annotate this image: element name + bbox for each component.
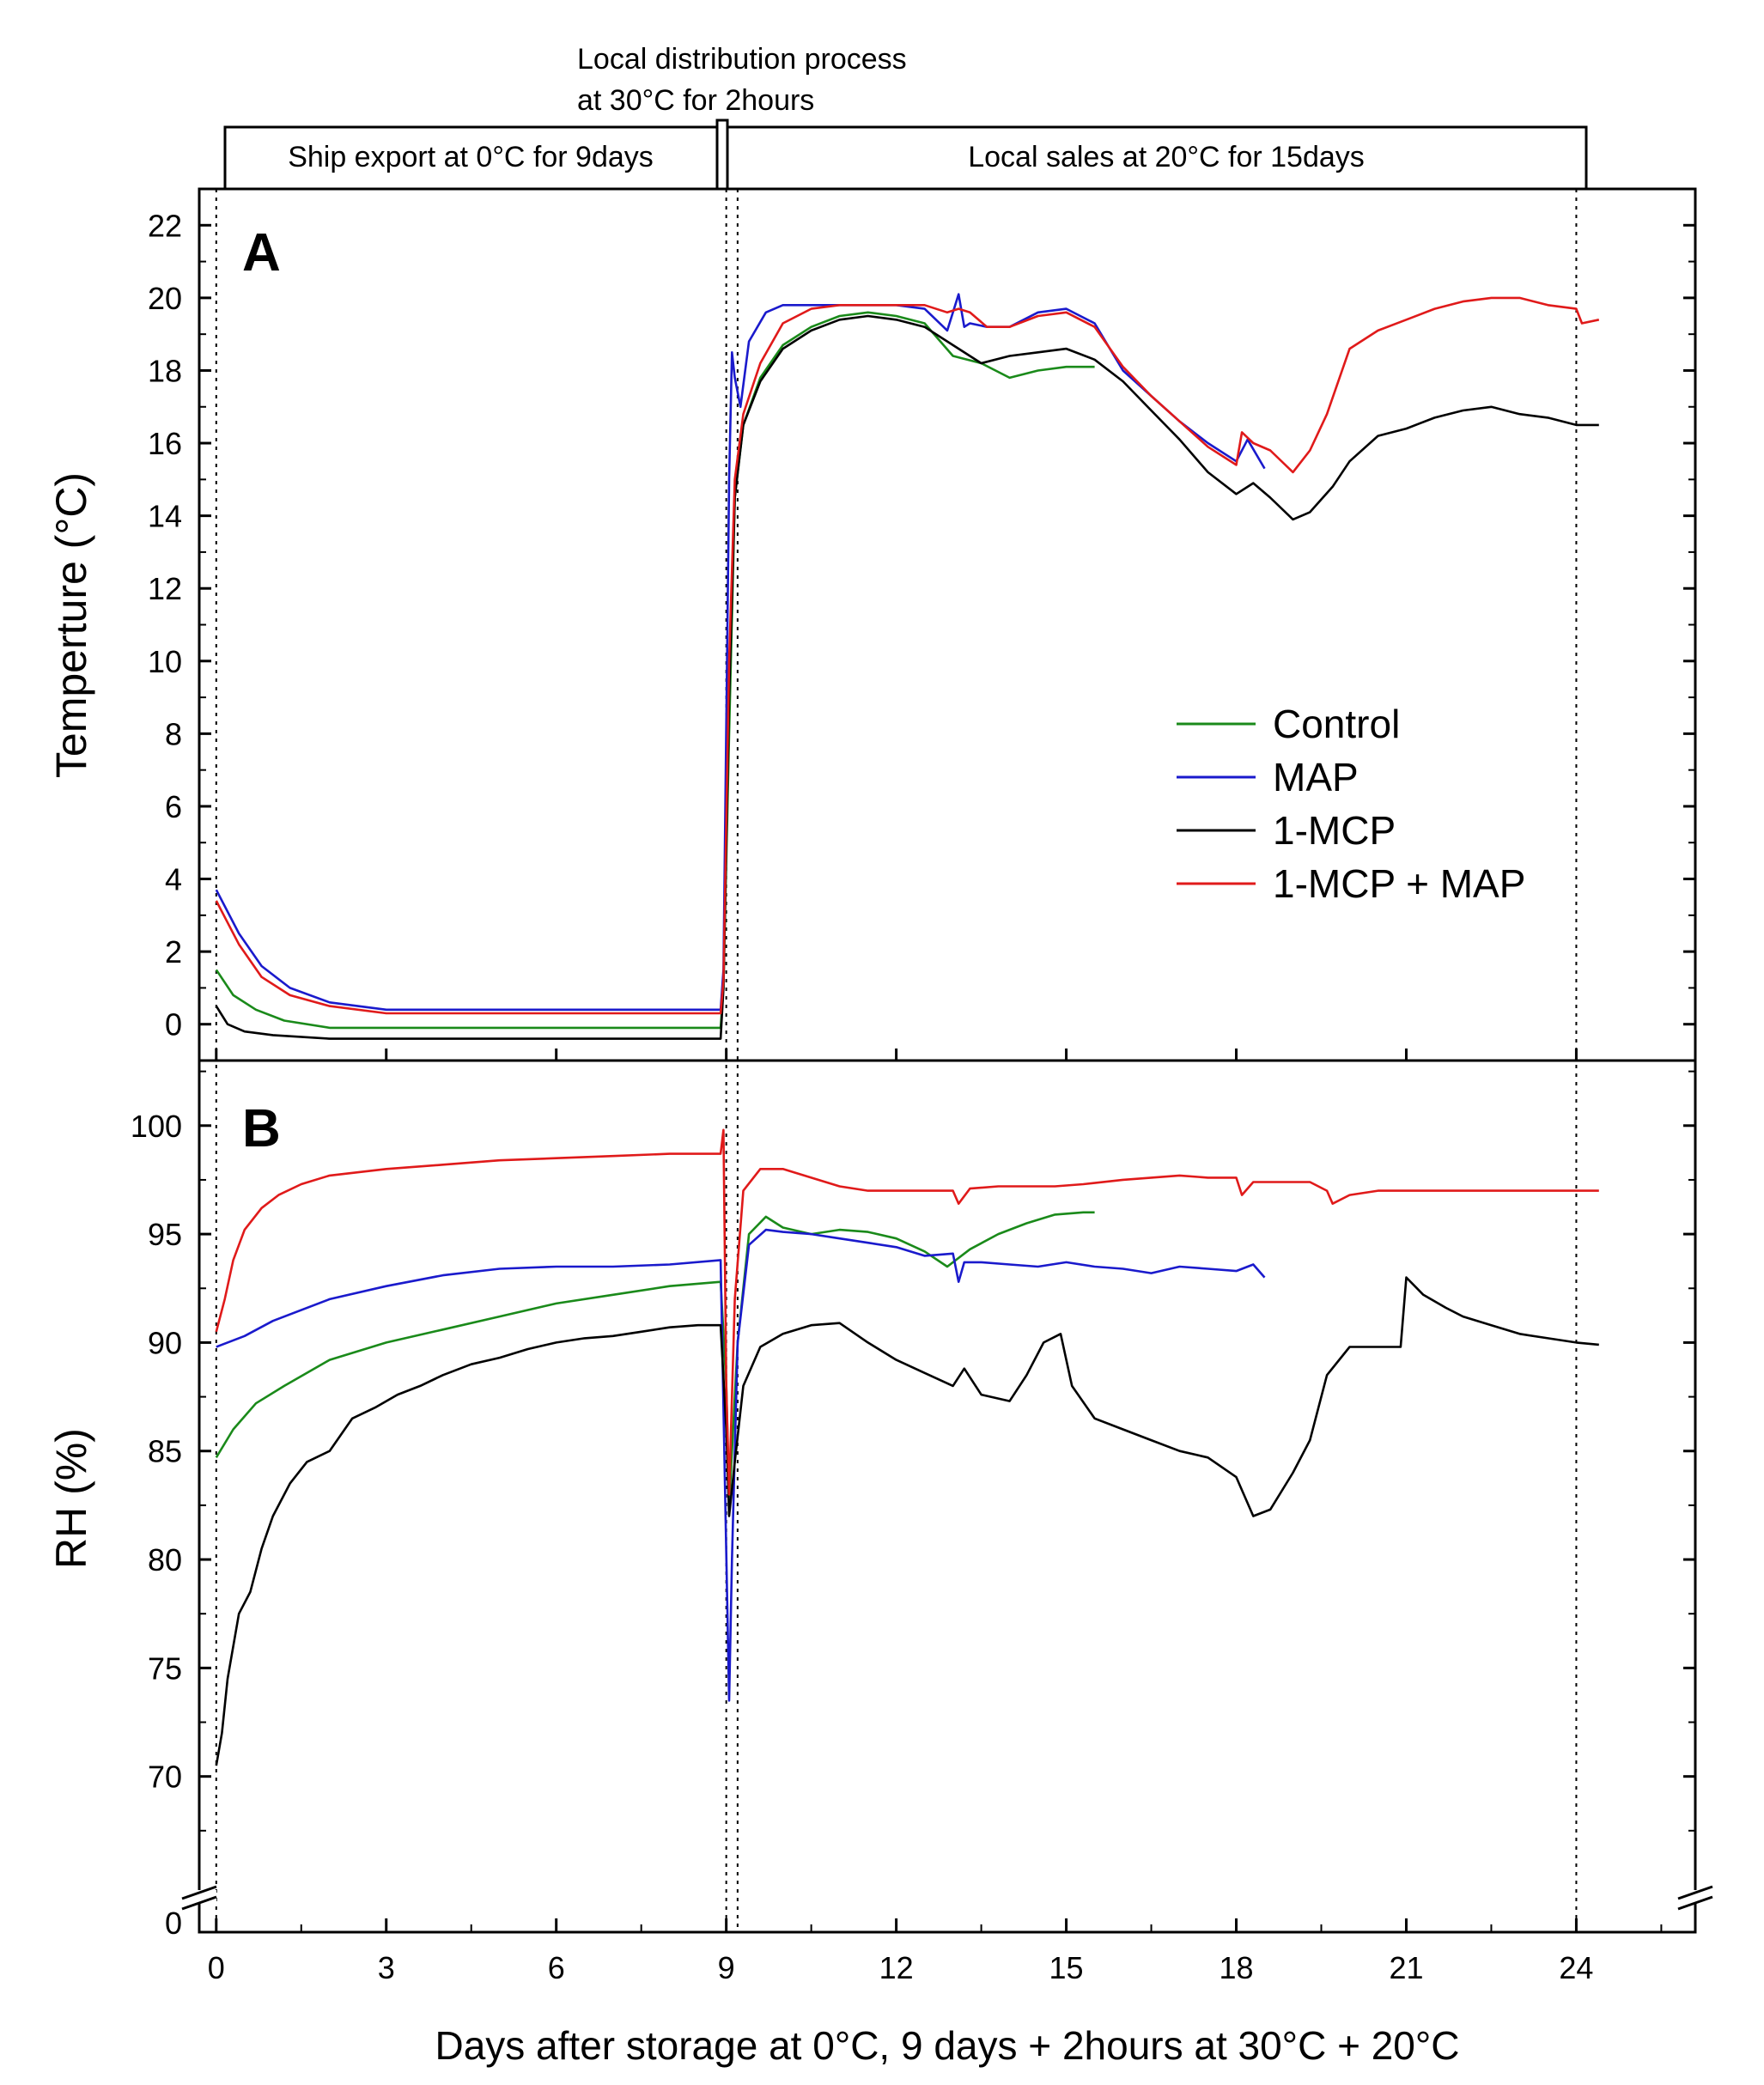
y-tick-label-b: 95: [148, 1217, 182, 1252]
y-tick-label-a: 6: [165, 789, 182, 824]
panel-a-letter: A: [242, 223, 281, 283]
x-tick-label: 9: [718, 1950, 735, 1985]
local-distribution-box: [715, 119, 729, 191]
x-tick-label: 0: [208, 1950, 225, 1985]
panel-b-series-control: [215, 1211, 1095, 1507]
panel-a-axes: 0 2 4 6 8 10 12 14 16 18 20 22: [148, 188, 1695, 1061]
panel-a-series-mcp: [215, 314, 1599, 1040]
panel-a-series-mcp_map: [215, 296, 1600, 1015]
axis-break-mark: [181, 1885, 217, 1900]
x-axis: 0 3 6 9 12 15 18 21 24: [208, 1918, 1663, 1985]
y-tick-label-a: 12: [148, 571, 182, 606]
x-tick-label: 18: [1219, 1950, 1253, 1985]
y-tick-label-b: 75: [148, 1650, 182, 1686]
y-tick-label-a: 20: [148, 281, 182, 316]
y-tick-label-b-zero: 0: [165, 1906, 182, 1941]
ship-export-label: Ship export at 0°C for 9days: [288, 141, 654, 173]
local-distribution-label-line1: Local distribution process: [577, 43, 907, 76]
x-tick-label: 24: [1559, 1950, 1593, 1985]
axis-break-mark: [181, 1895, 217, 1911]
panel-b-frame: [198, 1059, 1697, 1934]
x-tick-label: 21: [1389, 1950, 1423, 1985]
y-tick-label-b: 70: [148, 1760, 182, 1795]
legend: Control MAP 1-MCP 1-MCP + MAP: [1177, 702, 1525, 906]
local-distribution-label-line2: at 30°C for 2hours: [577, 84, 814, 117]
y-tick-label-b: 80: [148, 1542, 182, 1577]
panel-b-series-mcp: [215, 1276, 1599, 1766]
x-tick-label: 6: [548, 1950, 565, 1985]
x-tick-label: 15: [1049, 1950, 1084, 1985]
y-tick-label-b: 100: [131, 1109, 182, 1144]
panel-b-series-map: [216, 1228, 1266, 1702]
x-tick-label: 12: [879, 1950, 914, 1985]
x-axis-title: Days after storage at 0°C, 9 days + 2hou…: [435, 2023, 1459, 2068]
x-tick-label: 3: [378, 1950, 395, 1985]
y-tick-label-a: 16: [148, 426, 182, 461]
y-tick-label-a: 8: [165, 716, 182, 751]
panel-b-series-mcp_map: [215, 1128, 1599, 1496]
panel-b-y-axis-title: RH (%): [47, 1428, 95, 1569]
y-tick-label-b: 85: [148, 1434, 182, 1469]
local-sales-label: Local sales at 20°C for 15days: [968, 141, 1365, 173]
panel-a-series-control: [215, 311, 1095, 1030]
legend-label-mcp_map: 1-MCP + MAP: [1273, 861, 1525, 906]
y-tick-label-a: 0: [165, 1007, 182, 1042]
panel-a-y-axis-title: Temperture (°C): [47, 472, 95, 778]
panel-a-series-map: [215, 293, 1266, 1012]
axis-break-mark: [1677, 1895, 1713, 1911]
y-tick-label-b: 90: [148, 1325, 182, 1360]
y-tick-label-a: 10: [148, 644, 182, 679]
panel-a-frame: [198, 187, 1697, 1062]
panel-a-series: [215, 293, 1600, 1040]
phase-boundary-lines: [215, 189, 1578, 1932]
y-tick-label-a: 22: [148, 208, 182, 243]
y-tick-label-a: 14: [148, 499, 182, 534]
legend-label-mcp: 1-MCP: [1273, 808, 1396, 853]
y-tick-label-a: 2: [165, 934, 182, 970]
panel-b-series: [215, 1128, 1599, 1766]
legend-label-control: Control: [1273, 702, 1400, 746]
panel-b-letter: B: [242, 1099, 281, 1158]
y-tick-label-a: 4: [165, 862, 182, 897]
legend-label-map: MAP: [1273, 755, 1359, 799]
panel-b-axes: 70 75 80 85 90 95 100 0: [131, 1070, 1713, 1941]
axis-break-mark: [1677, 1885, 1713, 1900]
phase-header: Ship export at 0°C for 9days Local sales…: [223, 43, 1588, 191]
y-tick-label-a: 18: [148, 353, 182, 388]
